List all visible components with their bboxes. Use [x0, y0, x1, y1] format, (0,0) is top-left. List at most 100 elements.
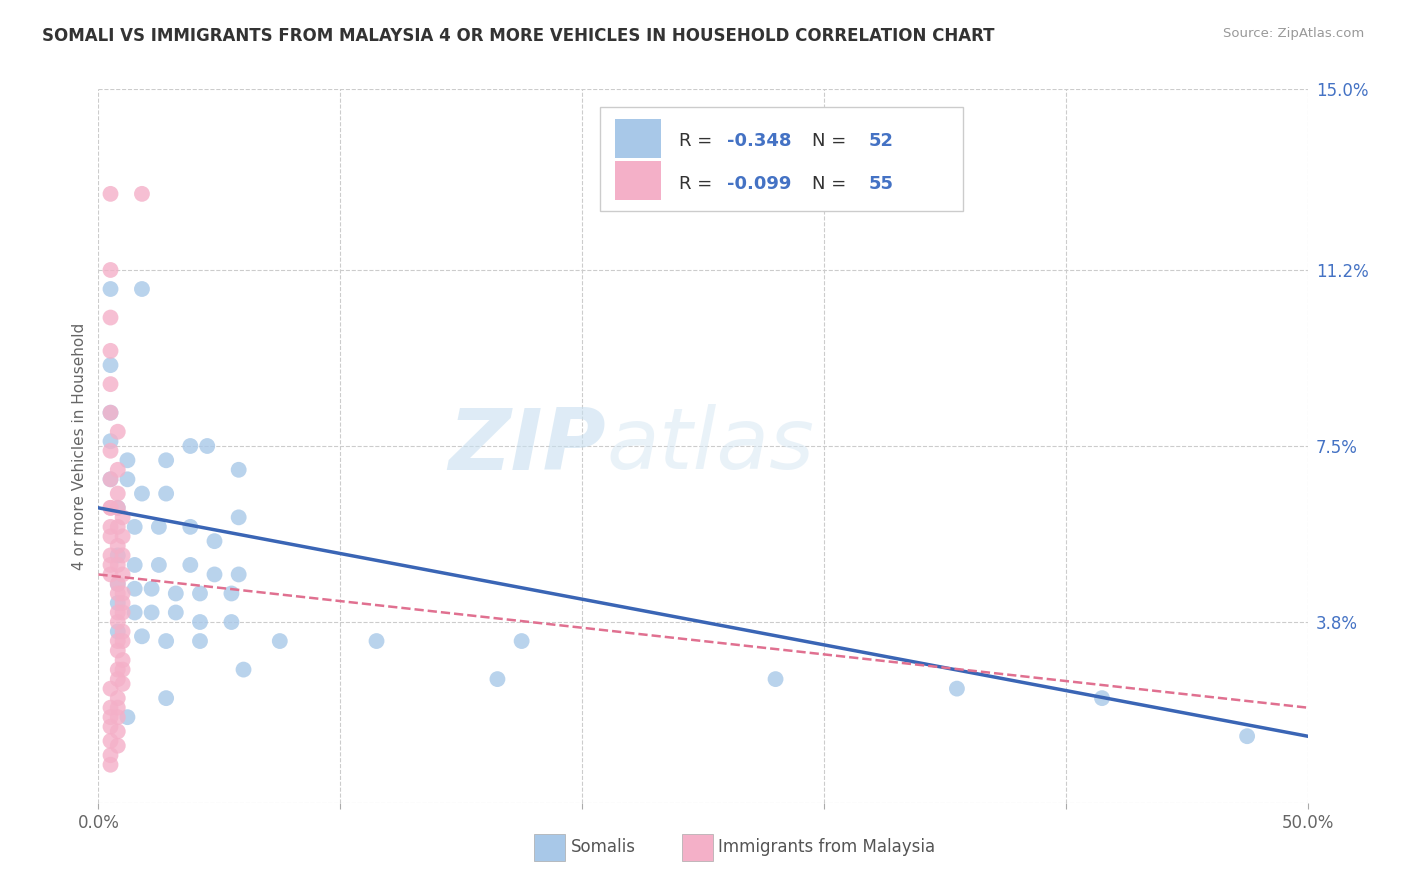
Text: ZIP: ZIP — [449, 404, 606, 488]
Point — [946, 681, 969, 696]
Point — [228, 510, 250, 524]
Point — [165, 606, 187, 620]
Point — [141, 582, 163, 596]
Bar — [614, 161, 661, 200]
Point — [107, 663, 129, 677]
Point — [155, 486, 177, 500]
Point — [1091, 691, 1114, 706]
Point — [117, 710, 139, 724]
Point — [107, 549, 129, 563]
Point — [100, 520, 122, 534]
Point — [107, 577, 129, 591]
Point — [100, 186, 122, 201]
Point — [228, 567, 250, 582]
Point — [107, 486, 129, 500]
Bar — [600, 107, 963, 211]
Point — [165, 586, 187, 600]
Point — [107, 500, 129, 515]
Bar — [614, 120, 661, 159]
Point — [232, 663, 254, 677]
Point — [131, 186, 153, 201]
Point — [124, 520, 146, 534]
Point — [111, 529, 134, 543]
Point — [100, 282, 122, 296]
Point — [100, 406, 122, 420]
Point — [179, 558, 201, 572]
Text: Somalis: Somalis — [571, 838, 636, 856]
Text: Immigrants from Malaysia: Immigrants from Malaysia — [718, 838, 935, 856]
Point — [107, 558, 129, 572]
Point — [107, 586, 129, 600]
Point — [107, 615, 129, 629]
Point — [107, 724, 129, 739]
Point — [221, 586, 243, 600]
Point — [124, 606, 146, 620]
Point — [188, 634, 211, 648]
Point — [100, 406, 122, 420]
Point — [228, 463, 250, 477]
Point — [111, 510, 134, 524]
Point — [100, 734, 122, 748]
Point — [107, 606, 129, 620]
Point — [195, 439, 218, 453]
Point — [100, 549, 122, 563]
Point — [131, 629, 153, 643]
Point — [141, 606, 163, 620]
Point — [1236, 729, 1258, 743]
Text: R =: R = — [679, 175, 718, 193]
Text: SOMALI VS IMMIGRANTS FROM MALAYSIA 4 OR MORE VEHICLES IN HOUSEHOLD CORRELATION C: SOMALI VS IMMIGRANTS FROM MALAYSIA 4 OR … — [42, 27, 994, 45]
Point — [107, 520, 129, 534]
Point — [100, 529, 122, 543]
Text: atlas: atlas — [606, 404, 814, 488]
Point — [107, 577, 129, 591]
Point — [155, 691, 177, 706]
Point — [107, 425, 129, 439]
Text: N =: N = — [811, 132, 852, 150]
Point — [107, 643, 129, 657]
Point — [111, 606, 134, 620]
Point — [111, 677, 134, 691]
Point — [100, 434, 122, 449]
Point — [111, 567, 134, 582]
Point — [148, 558, 170, 572]
Point — [100, 500, 122, 515]
Point — [155, 453, 177, 467]
Text: 55: 55 — [869, 175, 894, 193]
Point — [100, 681, 122, 696]
Point — [765, 672, 787, 686]
Point — [486, 672, 509, 686]
Point — [111, 653, 134, 667]
Point — [204, 534, 226, 549]
Point — [131, 282, 153, 296]
Point — [107, 596, 129, 610]
Point — [100, 358, 122, 372]
Point — [100, 700, 122, 714]
Point — [131, 486, 153, 500]
Point — [510, 634, 533, 648]
Point — [111, 634, 134, 648]
Point — [100, 343, 122, 358]
Point — [269, 634, 291, 648]
Point — [107, 463, 129, 477]
Point — [188, 586, 211, 600]
Point — [111, 596, 134, 610]
Text: -0.348: -0.348 — [727, 132, 792, 150]
Point — [107, 624, 129, 639]
Point — [221, 615, 243, 629]
Y-axis label: 4 or more Vehicles in Household: 4 or more Vehicles in Household — [72, 322, 87, 570]
Point — [100, 310, 122, 325]
Point — [111, 663, 134, 677]
Point — [179, 439, 201, 453]
Point — [179, 520, 201, 534]
Point — [100, 567, 122, 582]
Text: Source: ZipAtlas.com: Source: ZipAtlas.com — [1223, 27, 1364, 40]
Point — [204, 567, 226, 582]
Point — [100, 720, 122, 734]
Point — [107, 672, 129, 686]
Text: R =: R = — [679, 132, 718, 150]
Point — [117, 472, 139, 486]
Point — [100, 472, 122, 486]
Point — [107, 710, 129, 724]
Point — [107, 539, 129, 553]
Point — [100, 757, 122, 772]
